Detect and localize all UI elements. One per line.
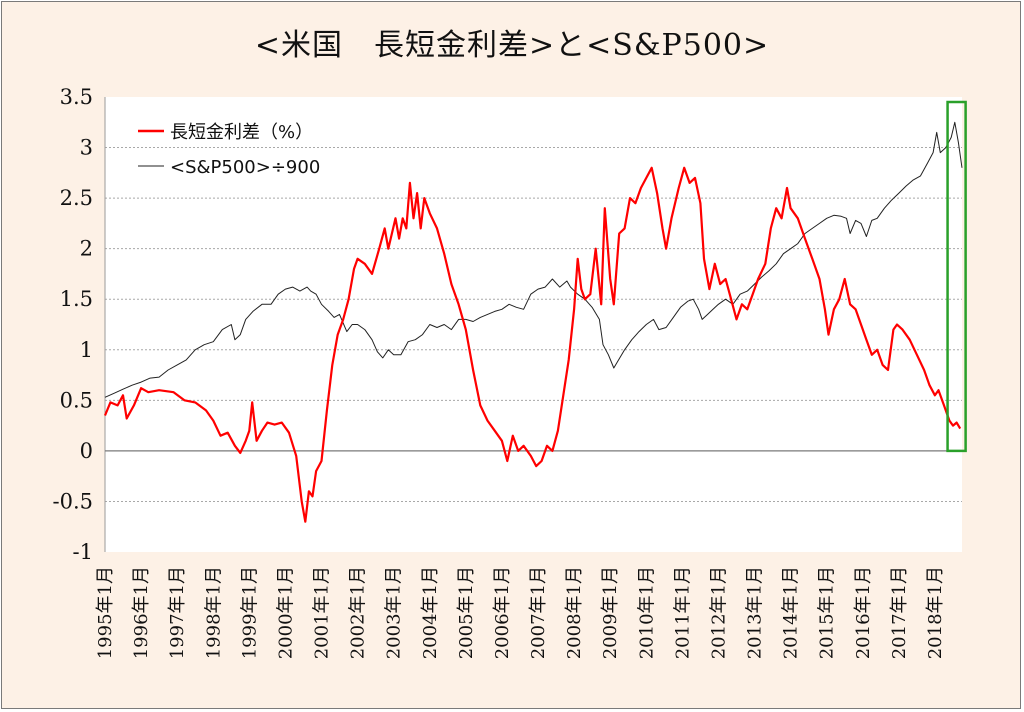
x-tick-label: 1996年1月 <box>131 566 152 659</box>
y-tick-label: -1 <box>73 540 93 564</box>
y-tick-label: 0 <box>80 439 93 463</box>
chart-title: <米国 長短金利差>と<S&P500> <box>254 28 770 63</box>
x-tick-label: 1998年1月 <box>203 566 224 659</box>
x-tick-label: 1997年1月 <box>167 566 188 659</box>
x-tick-label: 2008年1月 <box>564 566 585 659</box>
x-tick-label: 2007年1月 <box>528 566 549 659</box>
x-tick-label: 1995年1月 <box>95 566 116 659</box>
y-tick-label: 2 <box>80 237 93 261</box>
y-tick-label: 0.5 <box>60 388 93 412</box>
grid-lines <box>104 97 962 552</box>
x-tick-label: 2013年1月 <box>745 566 766 659</box>
y-tick-label: 3.5 <box>60 85 93 109</box>
x-tick-label: 2015年1月 <box>817 566 838 659</box>
y-tick-label: -0.5 <box>53 489 94 513</box>
x-tick-label: 2014年1月 <box>781 566 802 659</box>
x-tick-label: 2000年1月 <box>275 566 296 659</box>
series-line-sp500 <box>104 121 963 398</box>
y-tick-label: 1.5 <box>60 287 93 311</box>
plot-area <box>105 97 962 552</box>
y-tick-label: 2.5 <box>60 186 93 210</box>
x-tick-label: 2012年1月 <box>708 566 729 659</box>
x-tick-label: 2016年1月 <box>853 566 874 659</box>
x-tick-label: 1999年1月 <box>239 566 260 659</box>
series-lines <box>103 121 963 523</box>
highlight-rect <box>946 100 967 453</box>
x-tick-label: 2004年1月 <box>420 566 441 659</box>
y-axis-ticks: -1 -0.5 0 0.5 1 1.5 2 2.5 3 3.5 <box>53 85 94 564</box>
x-tick-label: 2011年1月 <box>672 566 693 659</box>
x-tick-label: 2001年1月 <box>312 566 333 659</box>
legend-label-spread: 長短金利差（%） <box>170 122 313 143</box>
x-tick-label: 2003年1月 <box>384 566 405 659</box>
legend: 長短金利差（%） <S&P500>÷900 <box>138 122 320 178</box>
legend-label-sp500: <S&P500>÷900 <box>170 157 320 178</box>
y-tick-label: 3 <box>80 136 93 160</box>
highlight-box <box>946 100 967 453</box>
y-tick-label: 1 <box>80 338 93 362</box>
x-axis-ticks: 1995年1月 1996年1月 1997年1月 1998年1月 1999年1月 2000年… <box>95 566 946 659</box>
x-tick-label: 2010年1月 <box>636 566 657 659</box>
series-line-spread <box>103 166 962 523</box>
x-tick-label: 2017年1月 <box>889 566 910 659</box>
x-tick-label: 2009年1月 <box>600 566 621 659</box>
x-tick-label: 2002年1月 <box>348 566 369 659</box>
x-tick-label: 2006年1月 <box>492 566 513 659</box>
x-tick-label: 2018年1月 <box>925 566 946 659</box>
x-tick-label: 2005年1月 <box>456 566 477 659</box>
